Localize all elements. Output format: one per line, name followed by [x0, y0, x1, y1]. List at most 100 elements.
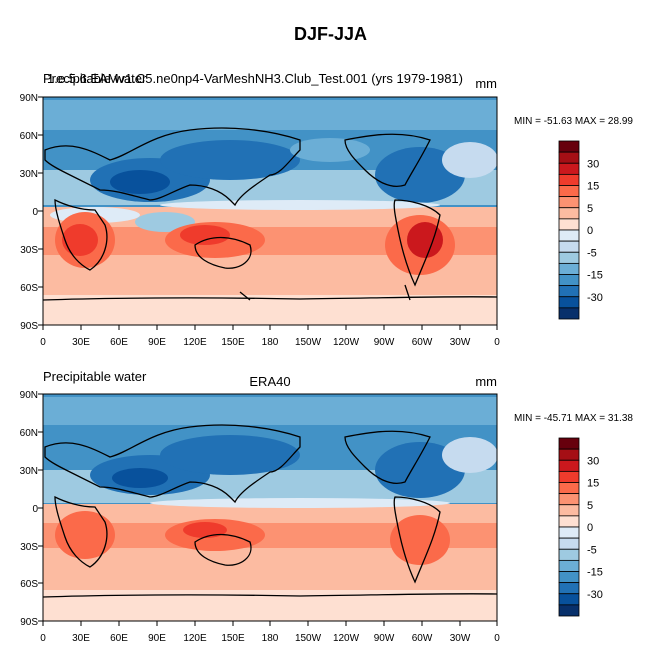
- colorbar-swatch: [558, 274, 580, 287]
- lon-label: 90W: [374, 337, 395, 348]
- lat-label: 30S: [20, 542, 38, 553]
- panel-2: 90N 60N 30N 0 30S 60S 90S 0 30E 60E 90E …: [20, 369, 634, 644]
- colorbar-swatch: [558, 196, 580, 209]
- panel-2-lon-ticks: 0 30E 60E 90E 120E 150E 180 150W 120W 90…: [40, 633, 500, 644]
- colorbar-label: 15: [587, 181, 599, 193]
- colorbar-swatch: [558, 537, 580, 550]
- colorbar-swatch: [558, 470, 580, 483]
- lon-label: 90E: [148, 337, 166, 348]
- colorbar-swatch: [558, 593, 580, 606]
- lat-label: 60N: [20, 131, 38, 142]
- colorbar-swatch: [558, 504, 580, 517]
- panel-2-units: mm: [475, 374, 497, 389]
- lon-label: 0: [494, 633, 500, 644]
- lon-label: 150W: [295, 633, 322, 644]
- colorbar-label: 30: [587, 158, 599, 170]
- lat-label: 90S: [20, 321, 38, 332]
- lat-label: 0: [32, 207, 38, 218]
- lon-label: 30W: [450, 337, 471, 348]
- colorbar-label: -15: [587, 270, 603, 282]
- colorbar-label: 0: [587, 225, 593, 237]
- colorbar-label: -30: [587, 292, 603, 304]
- panel-1-variable-label: Precipitable water: [43, 71, 147, 86]
- colorbar-swatch: [558, 582, 580, 595]
- lon-label: 180: [262, 337, 279, 348]
- lon-label: 180: [262, 633, 279, 644]
- panel-1-lon-ticks: 0 30E 60E 90E 120E 150E 180 150W 120W 90…: [40, 337, 500, 348]
- lon-label: 90E: [148, 633, 166, 644]
- lon-label: 30E: [72, 337, 90, 348]
- panel-2-variable-label: Precipitable water: [43, 369, 147, 384]
- colorbar-swatch: [558, 448, 580, 461]
- lat-label: 90N: [20, 390, 38, 401]
- colorbar-swatch: [558, 251, 580, 264]
- colorbar-label: 30: [587, 455, 599, 467]
- colorbar-swatch: [558, 240, 580, 253]
- lon-label: 0: [494, 337, 500, 348]
- figure-title: DJF-JJA: [293, 24, 368, 44]
- colorbar-swatch: [558, 437, 580, 450]
- colorbar-swatch: [558, 526, 580, 539]
- panel-1-colorbar: 30 15 5 0 -5 -15 -30: [558, 140, 603, 320]
- panel-1-case-label: 1.e.5.6.EAMv1.C5.ne0np4-VarMeshNH3.Club_…: [47, 71, 463, 86]
- colorbar-swatch: [558, 571, 580, 584]
- lat-label: 90N: [20, 93, 38, 104]
- colorbar-label: 15: [587, 478, 599, 490]
- lon-label: 120E: [183, 633, 207, 644]
- lon-label: 60W: [412, 337, 433, 348]
- lat-label: 90S: [20, 617, 38, 628]
- colorbar-label: -15: [587, 567, 603, 579]
- colorbar-swatch: [558, 285, 580, 298]
- colorbar-label: 0: [587, 522, 593, 534]
- colorbar-swatch: [558, 162, 580, 175]
- lon-label: 150W: [295, 337, 322, 348]
- colorbar-swatch: [558, 515, 580, 528]
- lon-label: 120W: [333, 633, 360, 644]
- lon-label: 90W: [374, 633, 395, 644]
- colorbar-swatch: [558, 493, 580, 506]
- colorbar-label: -30: [587, 589, 603, 601]
- lon-label: 60E: [110, 633, 128, 644]
- lon-label: 30W: [450, 633, 471, 644]
- colorbar-swatch: [558, 482, 580, 495]
- panel-2-colorbar: 30 15 5 0 -5 -15 -30: [558, 437, 603, 617]
- lon-label: 60E: [110, 337, 128, 348]
- colorbar-swatch: [558, 151, 580, 164]
- lon-label: 0: [40, 633, 46, 644]
- lon-label: 120W: [333, 337, 360, 348]
- lat-label: 30N: [20, 466, 38, 477]
- lon-label: 150E: [221, 337, 245, 348]
- panel-1-stats: MIN = -51.63 MAX = 28.99: [514, 116, 633, 127]
- colorbar-label: 5: [587, 203, 593, 215]
- colorbar-swatch: [558, 559, 580, 572]
- lat-label: 60N: [20, 428, 38, 439]
- lat-label: 60S: [20, 579, 38, 590]
- colorbar-label: -5: [587, 247, 597, 259]
- lat-label: 30N: [20, 169, 38, 180]
- colorbar-label: -5: [587, 544, 597, 556]
- panel-2-tick-marks: [38, 393, 498, 626]
- lat-label: 30S: [20, 245, 38, 256]
- lon-label: 0: [40, 337, 46, 348]
- colorbar-swatch: [558, 173, 580, 186]
- colorbar-swatch: [558, 185, 580, 198]
- panel-2-stats: MIN = -45.71 MAX = 31.38: [514, 413, 633, 424]
- colorbar-swatch: [558, 296, 580, 309]
- colorbar-swatch: [558, 548, 580, 561]
- lon-label: 120E: [183, 337, 207, 348]
- colorbar-swatch: [558, 307, 580, 320]
- colorbar-swatch: [558, 459, 580, 472]
- colorbar-swatch: [558, 604, 580, 617]
- colorbar-swatch: [558, 218, 580, 231]
- panel-1-lat-ticks: 90N 60N 30N 0 30S 60S 90S: [20, 93, 39, 332]
- lat-label: 0: [32, 504, 38, 515]
- lon-label: 60W: [412, 633, 433, 644]
- lat-label: 60S: [20, 283, 38, 294]
- panel-2-dataset-label: ERA40: [249, 374, 290, 389]
- colorbar-swatch: [558, 262, 580, 275]
- lon-label: 30E: [72, 633, 90, 644]
- panel-2-lat-ticks: 90N 60N 30N 0 30S 60S 90S: [20, 390, 39, 628]
- colorbar-swatch: [558, 229, 580, 242]
- panel-1-units: mm: [475, 76, 497, 91]
